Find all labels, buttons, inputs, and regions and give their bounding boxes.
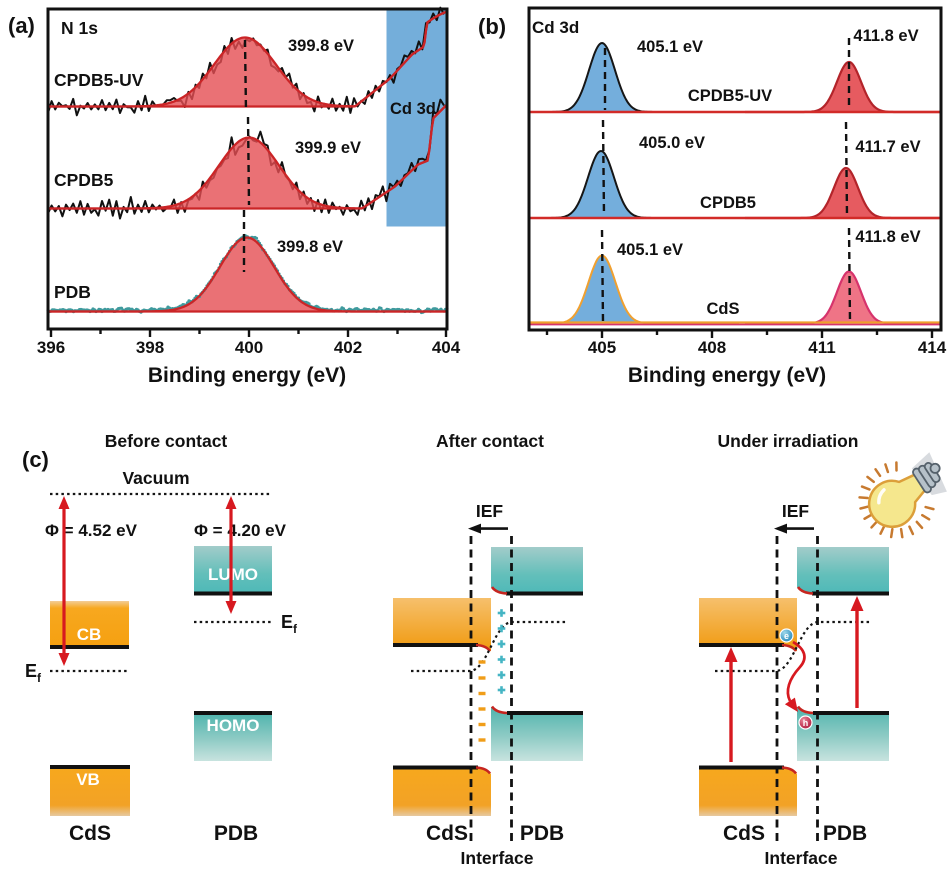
svg-text:h: h: [803, 718, 809, 728]
svg-text:CPDB5-UV: CPDB5-UV: [54, 70, 144, 90]
svg-text:After contact: After contact: [436, 431, 544, 451]
svg-text:N 1s: N 1s: [61, 18, 98, 38]
svg-text:E: E: [25, 661, 37, 681]
svg-text:405: 405: [588, 338, 616, 357]
svg-text:PDB: PDB: [214, 822, 258, 845]
svg-text:414: 414: [918, 338, 947, 357]
svg-text:Interface: Interface: [461, 848, 534, 868]
svg-text:411: 411: [808, 338, 835, 357]
svg-text:(a): (a): [8, 13, 35, 38]
svg-text:Before contact: Before contact: [105, 431, 228, 451]
svg-text:PDB: PDB: [520, 822, 564, 845]
svg-text:CPDB5: CPDB5: [700, 194, 756, 212]
svg-text:404: 404: [432, 338, 461, 357]
svg-text:Interface: Interface: [765, 848, 838, 868]
svg-text:f: f: [293, 622, 298, 636]
svg-text:CdS: CdS: [707, 300, 740, 318]
svg-text:Binding energy (eV): Binding energy (eV): [628, 364, 826, 387]
svg-text:411.8 eV: 411.8 eV: [855, 228, 920, 246]
svg-text:400: 400: [235, 338, 263, 357]
svg-text:408: 408: [698, 338, 726, 357]
svg-text:CdS: CdS: [723, 822, 765, 845]
svg-text:PDB: PDB: [823, 822, 867, 845]
svg-text:Under irradiation: Under irradiation: [718, 431, 859, 451]
svg-text:405.1 eV: 405.1 eV: [617, 241, 683, 259]
svg-text:CPDB5-UV: CPDB5-UV: [688, 87, 772, 105]
svg-text:f: f: [37, 671, 42, 685]
svg-text:(c): (c): [22, 447, 49, 472]
svg-text:399.9 eV: 399.9 eV: [295, 139, 361, 157]
svg-text:405.0 eV: 405.0 eV: [639, 134, 705, 152]
svg-text:398: 398: [136, 338, 164, 357]
svg-text:HOMO: HOMO: [207, 716, 260, 735]
svg-text:Binding energy (eV): Binding energy (eV): [148, 364, 346, 387]
svg-text:VB: VB: [76, 770, 100, 789]
svg-text:LUMO: LUMO: [208, 565, 258, 584]
svg-text:Cd 3d: Cd 3d: [390, 100, 436, 118]
svg-text:Vacuum: Vacuum: [122, 468, 189, 488]
svg-text:IEF: IEF: [476, 501, 504, 521]
svg-text:CdS: CdS: [69, 822, 111, 845]
svg-text:(b): (b): [478, 14, 506, 39]
svg-text:PDB: PDB: [54, 282, 91, 302]
svg-text:Φ = 4.20 eV: Φ = 4.20 eV: [194, 521, 287, 540]
svg-text:411.8 eV: 411.8 eV: [853, 27, 918, 45]
svg-text:E: E: [281, 612, 293, 632]
svg-text:Φ = 4.52 eV: Φ = 4.52 eV: [45, 521, 138, 540]
svg-text:CdS: CdS: [426, 822, 468, 845]
svg-text:399.8 eV: 399.8 eV: [288, 37, 354, 55]
svg-text:411.7 eV: 411.7 eV: [855, 138, 920, 156]
svg-text:e: e: [784, 631, 789, 641]
svg-text:402: 402: [334, 338, 362, 357]
svg-text:Cd 3d: Cd 3d: [532, 18, 579, 37]
svg-text:CPDB5: CPDB5: [54, 170, 114, 190]
svg-text:CB: CB: [77, 625, 102, 644]
svg-text:405.1 eV: 405.1 eV: [637, 38, 703, 56]
svg-text:399.8 eV: 399.8 eV: [277, 238, 343, 256]
svg-text:396: 396: [37, 338, 65, 357]
svg-text:IEF: IEF: [782, 501, 810, 521]
